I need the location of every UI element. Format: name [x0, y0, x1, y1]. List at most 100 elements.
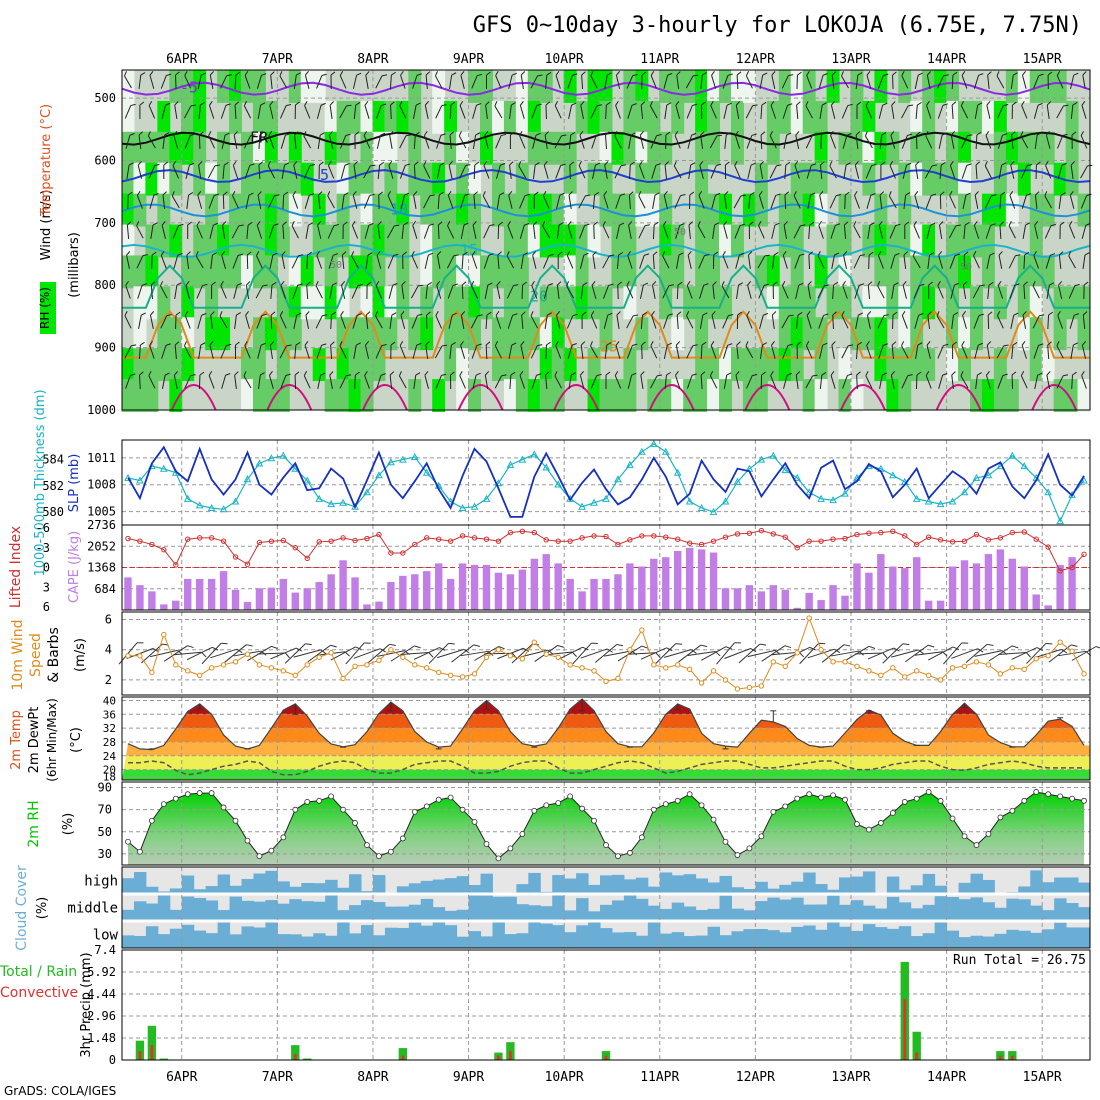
rh-patch — [241, 255, 254, 289]
cloud-bar — [349, 874, 362, 894]
wind-barb-shaft — [721, 285, 730, 299]
wind-barb — [282, 191, 289, 210]
rh-patch — [790, 255, 804, 289]
rh-patch — [575, 224, 589, 258]
rh-patch — [647, 162, 661, 196]
wind-barb — [937, 103, 948, 119]
rh-patch — [910, 255, 924, 289]
wind-barb — [175, 71, 180, 90]
wind-barb — [914, 313, 924, 329]
wind-barb — [904, 221, 910, 239]
wind-barb-shaft — [303, 375, 311, 389]
wind-barb-flag — [703, 283, 709, 286]
wind-barb — [353, 161, 358, 180]
wind-barb — [364, 341, 370, 359]
cloud-bar — [229, 896, 243, 921]
rh-patch — [145, 255, 159, 289]
wind-barb-flag — [320, 372, 326, 376]
wind-barb-flag — [1038, 73, 1044, 76]
cloud-bar — [504, 934, 517, 948]
wind-barb-flag — [925, 131, 929, 136]
rh-patch — [707, 131, 721, 165]
wind-barb — [915, 101, 922, 120]
wind-barb-shaft — [472, 375, 477, 389]
rh-patch — [515, 193, 529, 227]
thickness-point — [506, 460, 515, 468]
cloud-bar — [970, 873, 983, 894]
wind10-point — [220, 662, 227, 668]
wind-barb-flag — [198, 161, 203, 166]
wind-barb-flag — [1026, 193, 1032, 196]
wind-barb-flag — [436, 280, 441, 286]
wind-barb-flag — [699, 160, 704, 166]
wind-barb-shaft — [996, 75, 1005, 89]
wind10-barb-flag — [355, 646, 362, 650]
wind-barb-flag — [830, 130, 834, 136]
wind-barb — [139, 101, 145, 119]
wind-barb — [507, 220, 514, 239]
wind10-barb-flag — [463, 648, 470, 654]
wind-barb — [1020, 164, 1033, 179]
wind-barb-shaft — [604, 165, 608, 179]
wind-barb — [987, 71, 992, 90]
wind-barb-flag — [153, 193, 159, 196]
cloud-bar — [1066, 903, 1079, 921]
rh-patch — [205, 255, 219, 289]
wind-barb-shaft — [877, 285, 885, 299]
cloud-bar — [1054, 877, 1067, 894]
top-date-axis: 6APR 7APR 8APR 9APR 10APR 11APR 12APR 13APR 14AP… — [166, 52, 1062, 67]
wind-barb-flag — [465, 164, 471, 167]
wind-barb-shaft — [148, 105, 156, 119]
wind-barb-flag — [511, 342, 517, 346]
cloud-bar — [540, 923, 553, 948]
wind-barb-flag — [537, 74, 543, 77]
wind-barb — [461, 251, 468, 270]
thickness-point — [255, 459, 264, 467]
wind-barb — [1033, 250, 1040, 269]
wind-barb-flag — [596, 133, 602, 136]
wind-barb-shaft — [603, 285, 609, 299]
rh-patch — [1041, 131, 1055, 165]
wind-barb — [855, 312, 864, 329]
cloud-bar — [659, 872, 673, 894]
wind-barb-shaft — [244, 345, 251, 359]
wind-barb — [543, 283, 553, 299]
wind-barb-flag — [520, 71, 526, 76]
rh-patch — [623, 193, 637, 227]
wind-barb — [378, 191, 384, 210]
wind-barb-flag — [1027, 164, 1033, 167]
wind-barb-flag — [805, 340, 810, 346]
cape-bar — [662, 557, 670, 610]
wind-barb — [856, 371, 861, 390]
wind-barb-flag — [942, 373, 948, 376]
wind-barb — [234, 371, 239, 390]
wind-barb-shaft — [1070, 345, 1074, 359]
wind-barb-shaft — [352, 195, 358, 209]
rh-patch — [468, 255, 482, 289]
wind-barb — [495, 310, 502, 329]
cloud-bar — [349, 905, 362, 921]
wind-barb-flag — [392, 282, 398, 286]
wind-barb — [160, 281, 168, 299]
wind-barb-shaft — [519, 105, 525, 119]
wind-barb — [148, 371, 156, 389]
cloud-bar — [994, 933, 1007, 948]
wind-barb-flag — [429, 194, 435, 197]
wind-barb-shaft — [891, 285, 895, 299]
rh-patch — [898, 317, 912, 351]
wind10-point — [1081, 671, 1087, 677]
precip-tick-label: 0 — [109, 1053, 116, 1067]
wind10-point — [603, 678, 609, 685]
wind-barb — [1022, 222, 1031, 239]
wind-barb-flag — [594, 191, 600, 196]
rh-patch — [719, 348, 732, 382]
wind-barb-shaft — [449, 344, 452, 360]
cloud-bar — [372, 902, 386, 921]
wind-barb-flag — [391, 71, 396, 76]
isotherm-30-curve — [648, 384, 695, 411]
wind-barb-flag — [281, 251, 286, 256]
wind-barb-flag — [988, 281, 994, 286]
wind10-point — [519, 656, 526, 662]
wind-barb-shaft — [1021, 105, 1028, 119]
wind-barb — [892, 71, 897, 90]
